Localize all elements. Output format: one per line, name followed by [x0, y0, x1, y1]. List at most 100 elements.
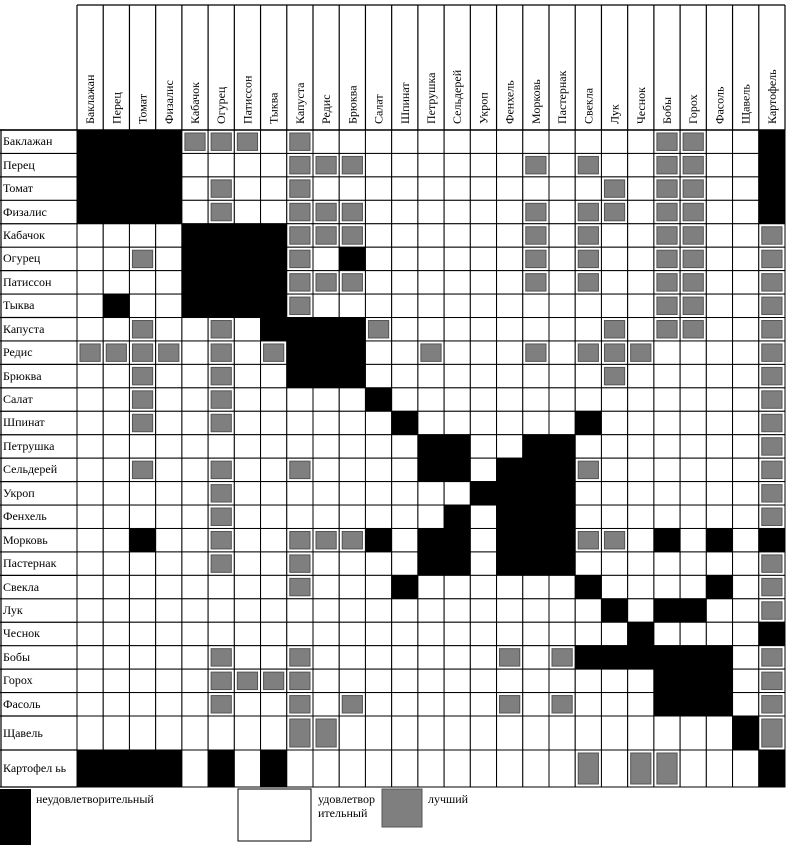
cell-fill: [656, 273, 678, 292]
cell: [391, 152, 419, 178]
cell: [653, 621, 681, 647]
cell: [496, 152, 524, 178]
cell: [364, 293, 393, 319]
cell: [260, 152, 288, 178]
cell: [417, 199, 445, 225]
cell-fill: [289, 296, 311, 316]
cell: [469, 457, 498, 483]
column-header: Морковь: [529, 79, 543, 124]
cell: [705, 363, 734, 389]
cell-fill: [682, 320, 704, 339]
row-header: Бобы: [3, 649, 31, 664]
cell: [233, 199, 262, 225]
cell: [600, 387, 629, 412]
cell: [574, 668, 602, 694]
cell-fill: [263, 343, 285, 362]
row-header: Картофел ьь: [3, 761, 67, 775]
cell-fill: [682, 226, 704, 245]
cell: [128, 481, 157, 506]
cell-fill: [761, 390, 783, 409]
cell-fill: [761, 296, 783, 316]
cell-fill: [260, 223, 287, 248]
cell-fill: [417, 458, 445, 482]
cell: [233, 551, 262, 576]
cell: [417, 645, 445, 670]
cell: [496, 715, 524, 751]
cell: [233, 176, 262, 201]
cell-fill: [181, 247, 209, 271]
cell-fill: [289, 554, 311, 573]
cell-fill: [339, 364, 366, 388]
cell: [338, 387, 366, 412]
cell-fill: [131, 390, 154, 409]
cell: [181, 749, 209, 788]
cell: [417, 129, 445, 154]
cell-fill: [499, 695, 521, 714]
cell-fill: [522, 528, 549, 552]
cell-fill: [313, 340, 340, 365]
cell: [102, 410, 130, 436]
cell-fill: [761, 718, 783, 748]
cell: [600, 481, 629, 506]
cell-fill: [79, 343, 101, 362]
cell: [522, 668, 550, 694]
cell: [102, 621, 130, 647]
cell: [627, 363, 655, 389]
cell: [443, 598, 471, 623]
row-header: Томат: [3, 181, 33, 196]
cell: [732, 668, 760, 694]
cell-fill: [549, 528, 576, 552]
cell-fill: [289, 132, 311, 151]
cell: [181, 340, 209, 365]
cell: [102, 457, 130, 483]
cell-fill: [496, 551, 523, 576]
cell: [260, 457, 288, 483]
cell: [76, 410, 104, 436]
cell: [391, 457, 419, 483]
cell-fill: [577, 202, 599, 222]
cell: [364, 504, 393, 529]
cell: [338, 410, 366, 436]
cell-fill: [444, 434, 471, 459]
cell-fill: [444, 551, 471, 576]
cell: [548, 246, 576, 272]
cell: [76, 668, 104, 694]
cell-fill: [158, 343, 180, 362]
row-header: Физалис: [3, 204, 47, 219]
cell-fill: [682, 296, 704, 316]
cell: [600, 434, 629, 459]
cell: [627, 457, 655, 483]
cell-fill: [444, 505, 471, 529]
cell-fill: [236, 671, 259, 691]
cell: [364, 152, 393, 178]
cell: [469, 223, 498, 248]
row-header: Горох: [3, 673, 33, 688]
cell: [600, 246, 629, 272]
cell: [496, 668, 524, 694]
row-header: Укроп: [3, 485, 35, 500]
cell: [286, 387, 314, 412]
cell: [469, 340, 498, 365]
cell-fill: [260, 294, 287, 318]
cell: [181, 176, 209, 201]
cell: [522, 715, 550, 751]
cell: [181, 363, 209, 389]
cell: [233, 504, 262, 529]
cell: [364, 715, 393, 751]
cell: [155, 715, 183, 751]
cell: [181, 504, 209, 529]
cell: [496, 363, 524, 389]
cell-fill: [706, 669, 733, 693]
cell: [469, 270, 498, 295]
cell-fill: [260, 317, 287, 341]
row-header: Капуста: [3, 321, 45, 336]
cell: [679, 749, 707, 788]
cell-fill: [496, 481, 523, 506]
cell: [705, 410, 734, 436]
cell-fill: [155, 750, 182, 787]
cell: [627, 504, 655, 529]
cell-fill: [289, 249, 311, 269]
cell: [548, 176, 576, 201]
cell-fill: [210, 484, 232, 503]
